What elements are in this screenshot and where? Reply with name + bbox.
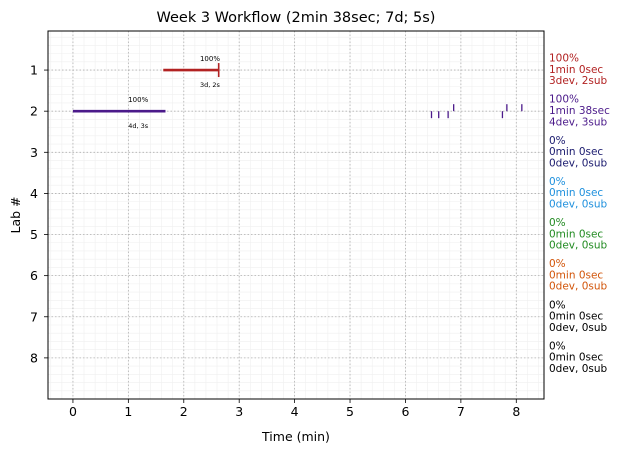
lab-summary-line: 0% xyxy=(549,217,566,229)
plot-frame xyxy=(47,30,545,400)
lab-summary-line: 0min 0sec xyxy=(549,146,603,158)
lab-summary-line: 0dev, 0sub xyxy=(549,199,608,211)
lab-summary-line: 0% xyxy=(549,135,566,147)
lab-summary-line: 100% xyxy=(549,53,579,65)
x-tick-label: 5 xyxy=(346,404,354,419)
lab-summary-line: 0dev, 0sub xyxy=(549,240,608,252)
bar-count-label: 3d, 2s xyxy=(200,81,221,89)
lab-summary-line: 100% xyxy=(549,94,579,106)
lab-summary-line: 0min 0sec xyxy=(549,228,603,240)
y-tick-label: 7 xyxy=(30,309,38,324)
x-tick-label: 8 xyxy=(512,404,520,419)
x-axis-label: Time (min) xyxy=(261,429,330,444)
events xyxy=(430,104,523,119)
grid xyxy=(48,31,544,400)
bar-percent-label: 100% xyxy=(128,96,148,104)
x-tick-label: 0 xyxy=(69,404,77,419)
lab-summary-line: 0min 0sec xyxy=(549,187,603,199)
lab-summary-line: 0dev, 0sub xyxy=(549,281,608,293)
x-tick-label: 7 xyxy=(457,404,465,419)
bar-count-label: 4d, 3s xyxy=(128,122,149,130)
lab-summary-line: 0% xyxy=(549,258,566,270)
lab-summary-line: 1min 38sec xyxy=(549,105,610,117)
bar-percent-label: 100% xyxy=(200,55,220,63)
lab-summary-line: 1min 0sec xyxy=(549,64,603,76)
y-tick-label: 5 xyxy=(30,227,38,242)
chart-title: Week 3 Workflow (2min 38sec; 7d; 5s) xyxy=(157,10,436,26)
x-tick-label: 4 xyxy=(291,404,299,419)
y-tick-label: 1 xyxy=(30,63,38,78)
lab-summary-line: 0dev, 0sub xyxy=(549,363,608,375)
x-tick-label: 1 xyxy=(124,404,132,419)
y-tick-label: 6 xyxy=(30,268,38,283)
y-tick-label: 3 xyxy=(30,145,38,160)
y-tick-label: 2 xyxy=(30,104,38,119)
lab-summary-line: 0% xyxy=(549,176,566,188)
bars: 100% 3d, 2s 100% 4d, 3s xyxy=(72,55,221,130)
lab-summary-line: 0% xyxy=(549,340,566,352)
y-tick-label: 4 xyxy=(30,186,38,201)
x-tick-label: 6 xyxy=(401,404,409,419)
lab-summary-line: 0min 0sec xyxy=(549,269,603,281)
lab-summary-line: 4dev, 3sub xyxy=(549,116,608,128)
lab-summary-line: 0min 0sec xyxy=(549,352,603,364)
y-axis-ticks: 1 2 3 4 5 6 7 8 xyxy=(30,63,48,365)
lab-summary-line: 0dev, 0sub xyxy=(549,322,608,334)
y-tick-label: 8 xyxy=(30,350,38,365)
lab-summary-line: 0dev, 0sub xyxy=(549,157,608,169)
x-axis-ticks: 0 1 2 3 4 5 6 7 8 xyxy=(69,399,520,419)
lab-summary-line: 0min 0sec xyxy=(549,311,603,323)
lab-summary-line: 3dev, 2sub xyxy=(549,75,608,87)
lab-summary-line: 0% xyxy=(549,299,566,311)
x-tick-label: 2 xyxy=(180,404,188,419)
y-axis-label: Lab # xyxy=(8,196,23,233)
x-tick-label: 3 xyxy=(235,404,243,419)
